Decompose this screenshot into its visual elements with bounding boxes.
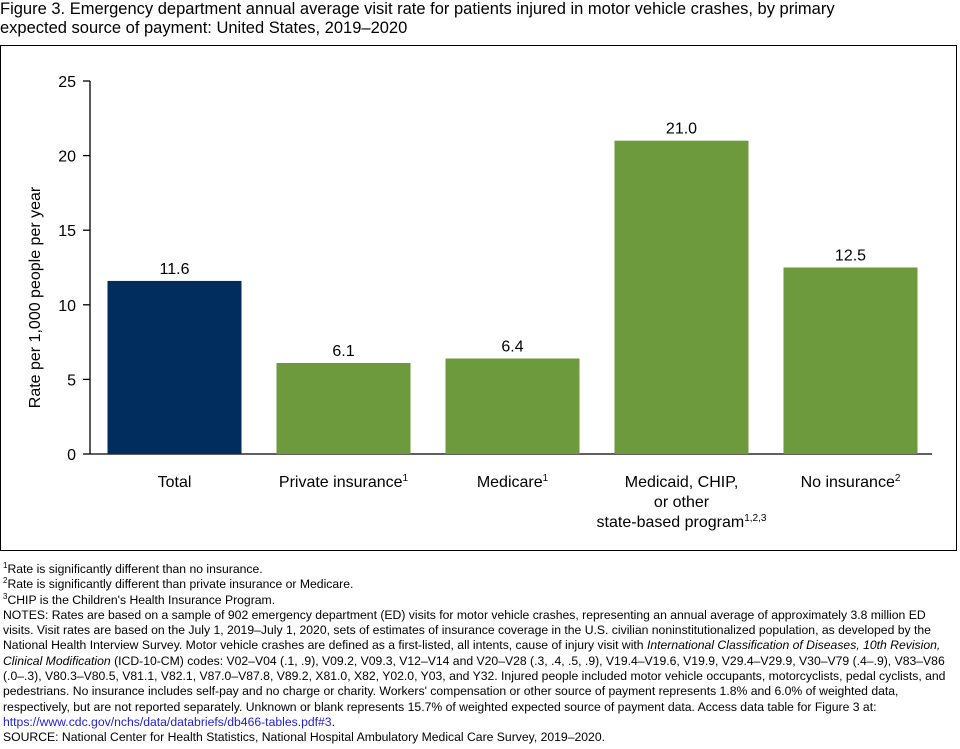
x-tick-label: Medicaid, CHIP,: [625, 474, 739, 491]
data-table-link[interactable]: https://www.cdc.gov/nchs/data/databriefs…: [3, 714, 332, 729]
bar-value-label: 12.5: [835, 248, 866, 265]
notes-text-a: NOTES: Rates are based on a sample of 90…: [3, 607, 931, 653]
footnote-1-marker: 1: [3, 560, 8, 570]
bar: [445, 358, 580, 454]
y-tick-label: 20: [58, 149, 76, 166]
footnote-3-text: CHIP is the Children's Health Insurance …: [7, 592, 276, 607]
figure-title-line-1: Figure 3. Emergency department annual av…: [0, 0, 835, 18]
figure-title: Figure 3. Emergency department annual av…: [0, 0, 958, 38]
x-tick-label: No insurance2: [801, 473, 901, 491]
notes-italic-text: International Classification of Diseases…: [3, 638, 941, 668]
bar-chart: 0 5 10 15 20 25 Rate per 1,000 people per year…: [27, 74, 932, 531]
y-tick-label: 25: [58, 74, 76, 91]
bar-value-label: 6.1: [332, 343, 354, 360]
x-tick-label: or other: [654, 494, 710, 511]
y-tick-label: 15: [58, 223, 76, 240]
bar-value-label: 21.0: [666, 121, 697, 138]
chart-frame: 0 5 10 15 20 25 Rate per 1,000 people per year…: [0, 45, 957, 551]
footnotes-block: 1Rate is significantly different than no…: [3, 560, 958, 746]
footnote-3-marker: 3: [3, 591, 8, 601]
bar-value-label: 11.6: [160, 261, 190, 278]
footnote-2-marker: 2: [3, 576, 8, 586]
y-tick-label: 10: [58, 298, 76, 315]
source-note: SOURCE: National Center for Health Stati…: [3, 730, 958, 745]
notes-end: .: [331, 714, 335, 729]
footnote-1-text: Rate is significantly different than no …: [7, 562, 263, 576]
x-tick-label: Medicare1: [477, 473, 549, 491]
x-tick-label: Private insurance1: [279, 473, 409, 491]
bar: [107, 280, 242, 454]
y-tick-label: 0: [67, 447, 76, 464]
x-tick-label: state-based program1,2,3: [597, 513, 767, 531]
x-tick-label: Total: [158, 474, 192, 491]
bar: [276, 362, 411, 454]
bar: [783, 267, 918, 454]
bar: [614, 140, 749, 454]
source-text: SOURCE: National Center for Health Stati…: [3, 730, 605, 745]
figure-title-line-2: expected source of payment: United State…: [0, 19, 408, 37]
footnote-2-text: Rate is significantly different than pri…: [7, 577, 354, 592]
y-axis-title: Rate per 1,000 people per year: [27, 186, 44, 408]
footnote-1: 1Rate is significantly different than no…: [3, 560, 958, 577]
bar-value-label: 6.4: [501, 339, 523, 356]
footnote-3: 3CHIP is the Children's Health Insurance…: [3, 591, 958, 608]
y-tick-label: 5: [67, 372, 76, 389]
notes-text-b: (ICD-10-CM) codes: V02–V04 (.1, .9), V09…: [3, 653, 946, 714]
notes-paragraph: NOTES: Rates are based on a sample of 90…: [3, 608, 958, 730]
footnote-2: 2Rate is significantly different than pr…: [3, 577, 958, 592]
